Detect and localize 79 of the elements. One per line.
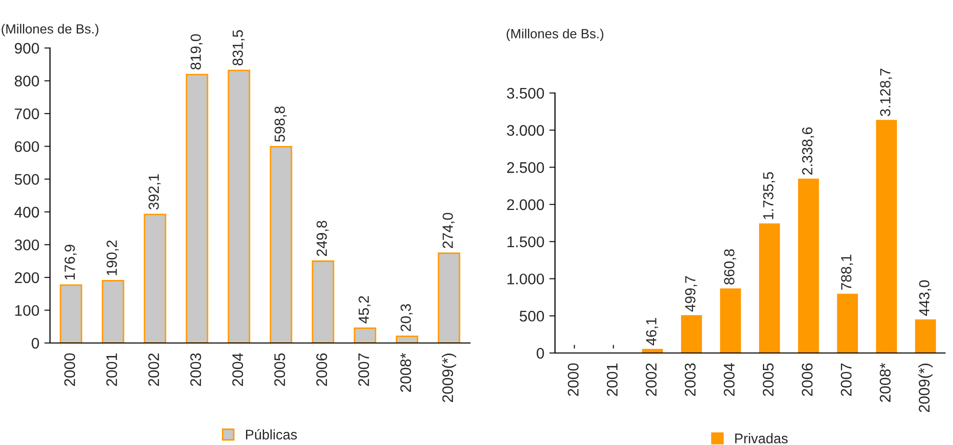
- x-tick-label: 2008*: [400, 352, 412, 392]
- data-label: 274,0: [442, 212, 455, 248]
- data-label: 443,0: [919, 280, 932, 316]
- y-tick-label: 2.500: [507, 162, 544, 173]
- data-label: 2.338,6: [802, 127, 814, 175]
- x-tick-label: 2009(*): [442, 354, 456, 402]
- y-tick-label: 300: [14, 240, 39, 250]
- data-label: 831,5: [232, 30, 245, 66]
- data-label: 788,1: [841, 254, 854, 290]
- x-tick-label: 2004: [232, 353, 244, 386]
- x-tick-label: 2004: [724, 363, 735, 396]
- bar: [60, 284, 82, 343]
- y-tick-label: 1.000: [508, 274, 544, 284]
- x-tick-label: 2002: [148, 353, 160, 386]
- bar: [915, 319, 936, 353]
- bar: [144, 214, 166, 343]
- data-label: 190,2: [106, 240, 119, 276]
- y-tick-label: 3.500: [506, 88, 544, 99]
- bar: [438, 252, 460, 343]
- y-tick-label: 2.000: [507, 199, 544, 210]
- legend-label: Públicas: [246, 429, 297, 440]
- data-label: 249,8: [316, 220, 329, 256]
- x-tick-label: 2000: [64, 353, 76, 386]
- y-tick-label: 900: [14, 42, 39, 54]
- data-label: 3.128,7: [880, 68, 892, 116]
- data-label: 20,3: [400, 304, 413, 332]
- x-tick-label: 2005: [274, 353, 286, 386]
- data-label: 819,0: [190, 34, 203, 70]
- bar: [876, 120, 897, 353]
- bar: [720, 288, 741, 353]
- y-tick-label: 0: [32, 338, 39, 349]
- x-tick-label: 2007: [358, 353, 370, 386]
- y-axis-title: (Millones de Bs.): [506, 28, 604, 41]
- x-tick-label: 2009(*): [918, 364, 933, 412]
- y-tick-label: 3.000: [506, 125, 544, 136]
- data-label: 1.735,5: [763, 172, 776, 220]
- data-label: 176,9: [64, 244, 77, 280]
- x-tick-label: 2006: [316, 353, 328, 386]
- x-tick-label: 2007: [840, 363, 852, 396]
- bar: [186, 74, 208, 343]
- bar: [312, 260, 334, 343]
- bar: [354, 327, 376, 343]
- y-tick-label: 1.500: [508, 236, 544, 248]
- data-label: 45,2: [358, 296, 371, 324]
- x-tick-label: 2003: [684, 363, 696, 396]
- bar: [102, 280, 124, 343]
- y-tick-label: 100: [15, 305, 39, 316]
- y-tick-label: 0: [536, 348, 544, 359]
- bar: [270, 146, 292, 343]
- y-tick-label: 200: [14, 272, 39, 284]
- data-label: 499,7: [685, 276, 698, 312]
- x-tick-label: 2000: [568, 363, 579, 396]
- x-tick-label: 2003: [190, 353, 202, 386]
- x-tick-label: 2008*: [880, 362, 891, 402]
- bar: [228, 70, 250, 343]
- bar: [798, 178, 819, 353]
- data-label: 392,1: [148, 174, 161, 210]
- bar: [759, 223, 780, 353]
- x-tick-label: 2006: [802, 363, 813, 396]
- text: -: [574, 344, 575, 348]
- y-tick-label: 800: [14, 76, 39, 86]
- y-tick-label: 500: [14, 174, 39, 185]
- bar: [837, 294, 858, 353]
- bar: [681, 315, 702, 353]
- y-tick-label: 600: [14, 141, 39, 152]
- x-tick-label: 2002: [646, 363, 657, 396]
- data-label: 860,8: [724, 249, 736, 285]
- x-tick-label: 2005: [762, 363, 774, 396]
- x-tick-label: 2001: [106, 353, 118, 386]
- data-label: 598,8: [274, 106, 287, 142]
- y-tick-label: 500: [520, 310, 544, 322]
- y-tick-label: 400: [14, 206, 39, 218]
- y-axis-title: (Millones de Bs.): [2, 24, 98, 36]
- y-tick-label: 700: [14, 108, 39, 120]
- text: -: [612, 344, 614, 348]
- data-label: 46,1: [646, 318, 658, 346]
- legend-label: Privadas: [735, 433, 788, 444]
- x-tick-label: 2001: [606, 363, 618, 396]
- bar: [396, 336, 418, 343]
